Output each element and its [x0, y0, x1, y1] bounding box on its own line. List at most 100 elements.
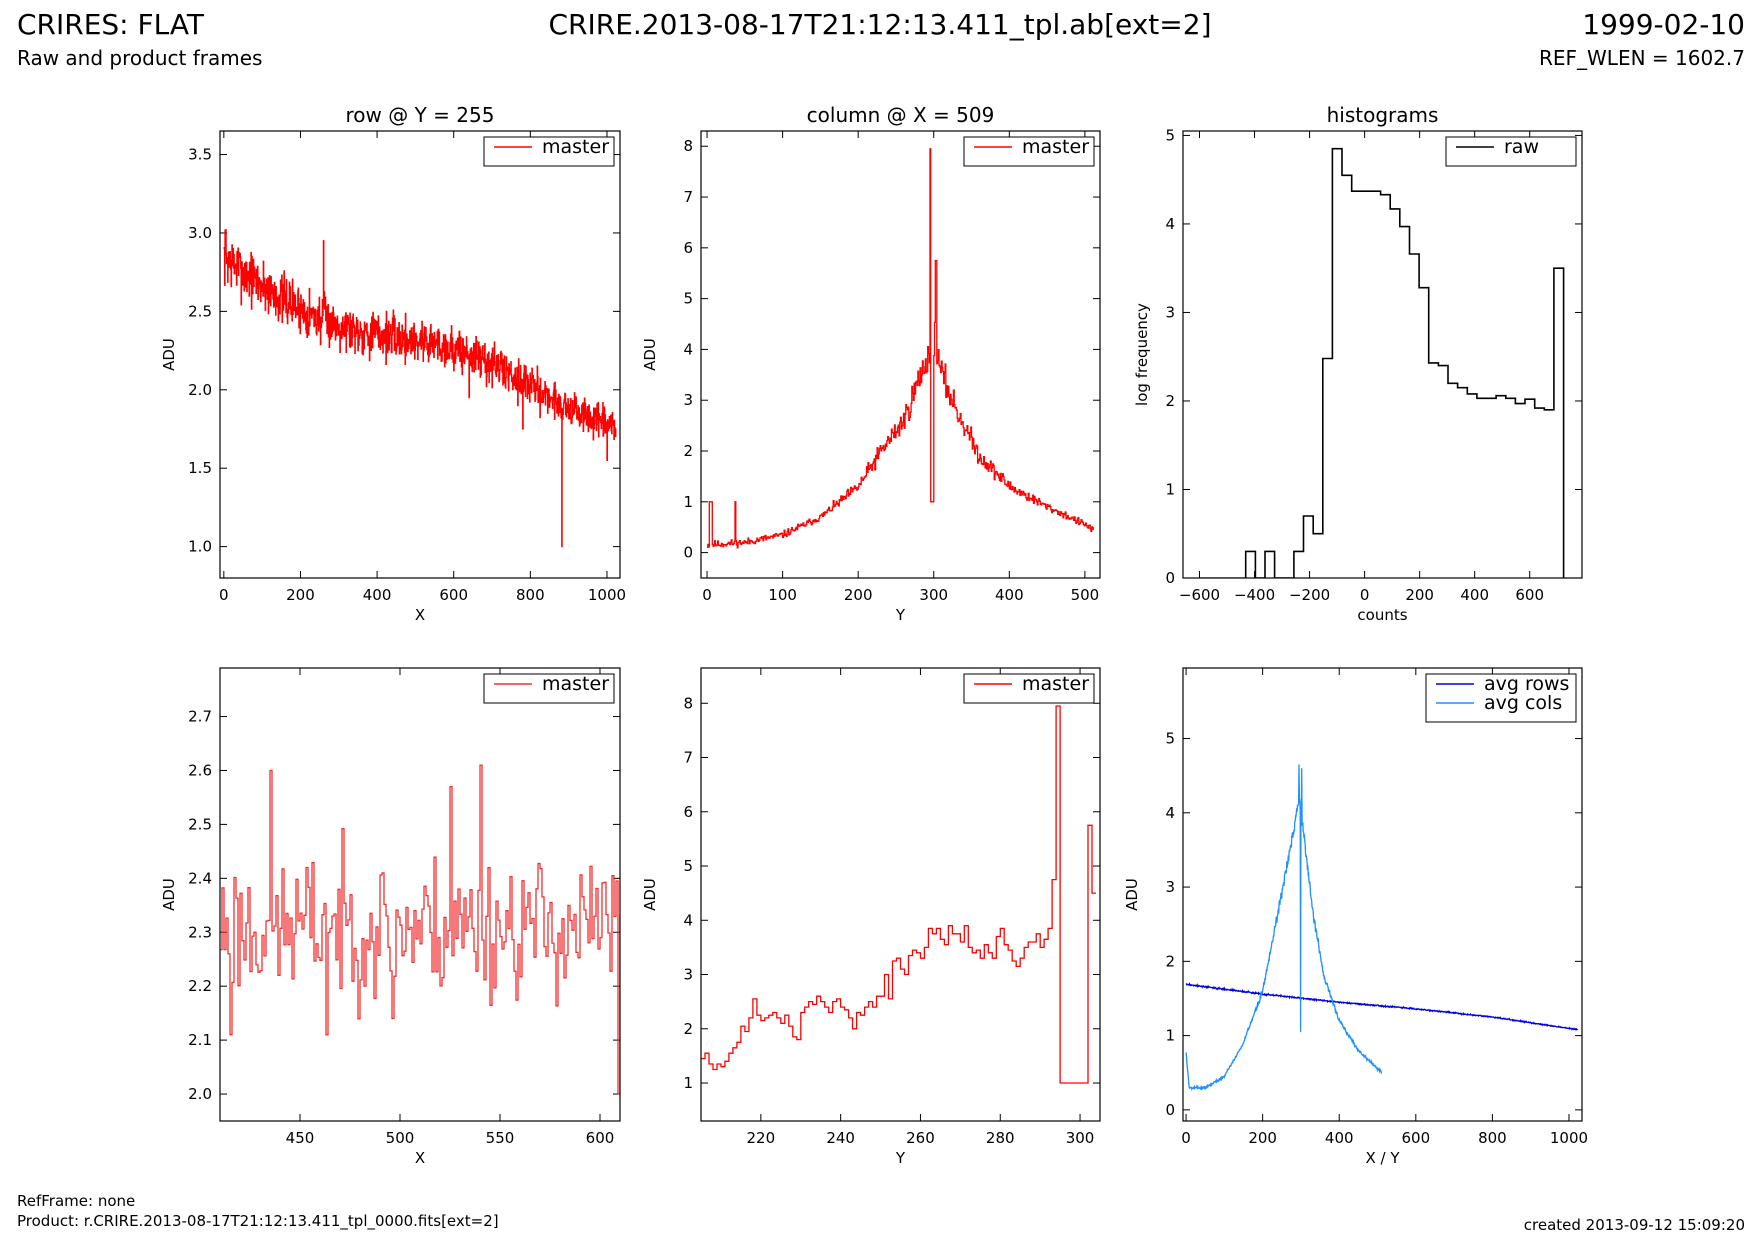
chart-title: histograms: [1327, 103, 1439, 127]
x-tick-label: 280: [986, 1129, 1015, 1147]
y-tick-label: 0: [1165, 569, 1175, 587]
y-tick-label: 2.2: [188, 977, 212, 995]
x-tick-label: −200: [1289, 586, 1330, 604]
x-tick-label: 800: [516, 586, 545, 604]
y-tick-label: 3.5: [188, 146, 212, 164]
x-axis-label: X / Y: [1365, 1149, 1400, 1167]
legend-label: master: [542, 136, 609, 158]
legend-label: master: [1022, 136, 1089, 158]
y-tick-label: 5: [1165, 126, 1175, 144]
chart-averages: 0 200 400 600 800 1000 0 1 2 3 4 5 X / Y ADU avg rowsa…: [1123, 667, 1588, 1167]
y-tick-label: 1: [1165, 1027, 1175, 1045]
plot-frame: [219, 667, 621, 1122]
x-tick-label: 100: [768, 586, 797, 604]
y-tick-label: 1.5: [188, 459, 212, 477]
x-tick-label: 240: [826, 1129, 855, 1147]
y-tick-label: 4: [683, 340, 693, 358]
legend-box: [1445, 136, 1577, 167]
x-tick-label: 600: [586, 1129, 615, 1147]
y-tick-label: 1: [1165, 480, 1175, 498]
x-axis-label: Y: [895, 1149, 906, 1167]
x-tick-label: 0: [1181, 1129, 1191, 1147]
x-tick-label: 1000: [588, 586, 626, 604]
y-tick-label: 1.0: [188, 538, 212, 556]
x-tick-label: 400: [995, 586, 1024, 604]
x-tick-label: 600: [439, 586, 468, 604]
legend-box: [1425, 673, 1577, 723]
series-avg-cols: [1185, 764, 1383, 1092]
y-tick-label: 2.5: [188, 302, 212, 320]
y-axis-label: ADU: [160, 878, 178, 911]
x-tick-label: 200: [1248, 1129, 1277, 1147]
x-tick-label: 300: [1066, 1129, 1095, 1147]
x-axis-label: X: [415, 1149, 425, 1167]
legend-box: [963, 136, 1095, 167]
x-axis-label: counts: [1357, 606, 1407, 624]
y-tick-label: 0: [683, 544, 693, 562]
x-tick-label: 800: [1478, 1129, 1507, 1147]
legend: master: [963, 673, 1095, 704]
chart-row_zoom: 450 500 550 600 2.0 2.1 2.2 2.3 2.4 2.5 2.6 2.7 X ADU…: [160, 667, 621, 1167]
y-tick-label: 2.0: [188, 1085, 212, 1103]
y-axis-label: log frequency: [1133, 303, 1151, 406]
legend-label: master: [1022, 673, 1089, 695]
chart-histograms: histograms −600 −400 −200 0 200 400 600 0 1 2 3 4 5 co…: [1133, 103, 1583, 624]
x-tick-label: −600: [1179, 586, 1220, 604]
ref-frame-label: RefFrame: none: [17, 1192, 136, 1210]
plot-frame: [219, 130, 621, 579]
y-tick-label: 1: [683, 493, 693, 511]
x-tick-label: 0: [219, 586, 229, 604]
y-tick-label: 2.1: [188, 1031, 212, 1049]
file-title: CRIRE.2013-08-17T21:12:13.411_tpl.ab[ext…: [548, 8, 1212, 41]
series-avg-rows: [1185, 981, 1579, 1032]
y-tick-label: 6: [683, 803, 693, 821]
y-tick-label: 3: [683, 966, 693, 984]
plot-area: [223, 229, 617, 548]
x-tick-label: −400: [1234, 586, 1275, 604]
x-tick-label: 200: [844, 586, 873, 604]
y-tick-label: 2: [1165, 392, 1175, 410]
y-tick-label: 2.3: [188, 923, 212, 941]
y-tick-label: 2.4: [188, 869, 212, 887]
series-master: [220, 764, 620, 1095]
plot-frame: [700, 130, 1101, 579]
x-tick-label: 1000: [1550, 1129, 1588, 1147]
plot-area: [220, 764, 620, 1095]
chart-row: row @ Y = 255 0 200 400 600 800 1000 1.0 1.5 2.0 2…: [160, 103, 626, 624]
y-tick-label: 2.7: [188, 708, 212, 726]
x-tick-label: 500: [1071, 586, 1100, 604]
x-axis-label: X: [415, 606, 425, 624]
legend-box: [963, 673, 1095, 704]
y-axis-label: ADU: [1123, 878, 1141, 911]
legend: master: [963, 136, 1095, 167]
x-tick-label: 400: [363, 586, 392, 604]
x-axis-label: Y: [895, 606, 906, 624]
legend-label: raw: [1504, 136, 1539, 158]
legend-label: avg cols: [1484, 692, 1562, 714]
x-tick-label: 600: [1515, 586, 1544, 604]
y-tick-label: 7: [683, 188, 693, 206]
x-tick-label: 0: [1360, 586, 1370, 604]
legend-label: master: [542, 673, 609, 695]
plot-area: [707, 148, 1094, 549]
series-master: [223, 229, 617, 548]
y-tick-label: 3.0: [188, 224, 212, 242]
y-tick-label: 0: [1165, 1101, 1175, 1119]
legend-label: avg rows: [1484, 673, 1569, 695]
y-tick-label: 5: [683, 290, 693, 308]
main-title: CRIRES: FLAT: [17, 8, 204, 41]
y-tick-label: 2: [683, 1020, 693, 1038]
x-tick-label: 300: [919, 586, 948, 604]
x-tick-label: 400: [1460, 586, 1489, 604]
date-label: 1999-02-10: [1582, 8, 1745, 41]
chart-column_zoom: 220 240 260 280 300 1 2 3 4 5 6 7 8 Y ADU master: [641, 667, 1101, 1167]
plot-area: [701, 705, 1096, 1084]
plot-area: [1199, 147, 1565, 578]
y-tick-label: 7: [683, 749, 693, 767]
y-tick-label: 4: [1165, 215, 1175, 233]
y-tick-label: 3: [1165, 878, 1175, 896]
legend: raw: [1445, 136, 1577, 167]
series-master: [707, 148, 1094, 549]
